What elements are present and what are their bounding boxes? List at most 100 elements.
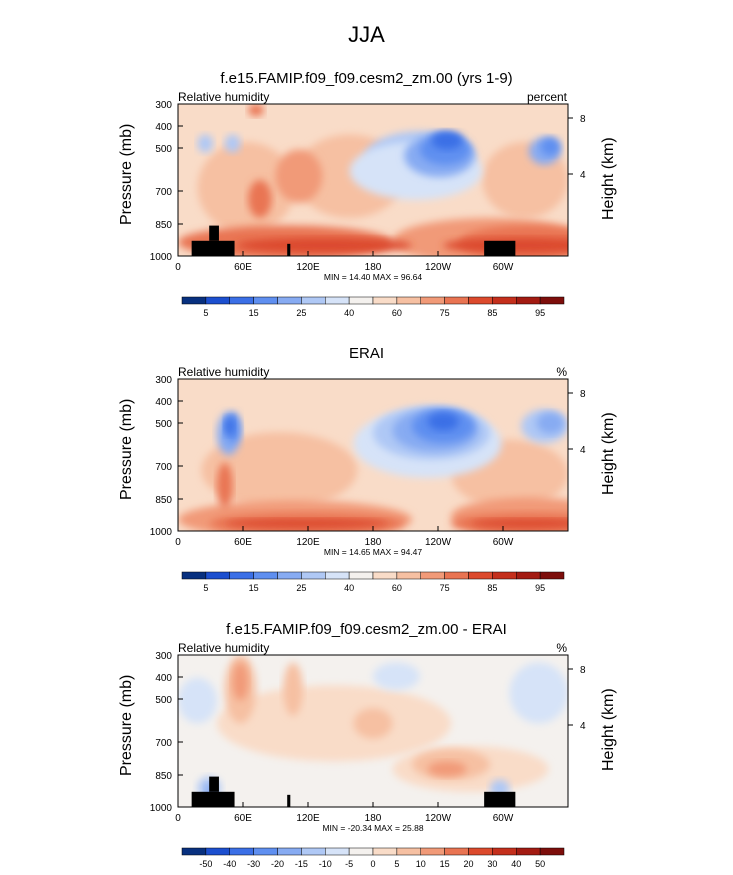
x-tick-label: 120W	[425, 262, 452, 273]
x-tick-label: 60W	[493, 813, 514, 824]
colorbar-label: 25	[296, 308, 306, 318]
colorbar-label: -30	[247, 859, 260, 869]
colorbar-swatch	[181, 571, 207, 580]
variable-label: Relative humidity	[178, 90, 270, 104]
variable-label: Relative humidity	[178, 641, 270, 655]
colorbar-label: 15	[440, 859, 450, 869]
contour-region	[283, 662, 303, 716]
x-tick-label: 60E	[234, 813, 252, 824]
colorbar-swatch	[205, 296, 230, 305]
colorbar-label: -50	[199, 859, 212, 869]
colorbar-swatch	[301, 296, 326, 305]
colorbar-swatch	[539, 571, 565, 580]
orography-mask	[209, 776, 219, 792]
colorbar-label: 95	[535, 583, 545, 593]
colorbar-swatch	[516, 571, 541, 580]
colorbar-swatch	[396, 571, 421, 580]
contour-region	[353, 708, 393, 739]
x-tick-label: 60E	[234, 262, 252, 273]
chart-title: ERAI	[348, 345, 384, 362]
y-tick-label: 700	[155, 738, 172, 749]
y-tick-label: 1000	[150, 803, 173, 814]
orography-mask	[484, 791, 516, 807]
min-max-label: MIN = -20.34 MAX = 25.88	[322, 823, 423, 833]
colorbar-swatch	[492, 296, 517, 305]
orography-mask	[191, 240, 235, 256]
y-tick-label: 1000	[150, 527, 173, 538]
colorbar-swatch	[420, 296, 445, 305]
colorbar-label: 60	[392, 583, 402, 593]
y-right-tick-label: 8	[580, 389, 586, 400]
contour-region	[236, 237, 412, 253]
colorbar-swatch	[277, 296, 302, 305]
colorbar-label: 85	[487, 308, 497, 318]
colorbar-swatch	[253, 847, 278, 856]
colorbar-swatch	[372, 296, 398, 305]
colorbar-swatch	[420, 847, 445, 856]
colorbar-label: -40	[223, 859, 236, 869]
y-tick-label: 850	[155, 495, 172, 506]
colorbar-label: 40	[344, 583, 354, 593]
colorbar-label: 50	[535, 859, 545, 869]
x-tick-label: 60W	[493, 537, 514, 548]
colorbar-swatch	[396, 296, 421, 305]
colorbar-swatch	[277, 847, 302, 856]
colorbar-label: -10	[319, 859, 332, 869]
contour-region	[470, 518, 568, 528]
colorbar-swatch	[229, 296, 254, 305]
contour-region	[373, 662, 420, 690]
x-tick-label: 120W	[425, 813, 452, 824]
colorbar-swatch	[229, 571, 254, 580]
y-right-tick-label: 8	[580, 114, 586, 125]
contour-region	[540, 137, 561, 156]
y-tick-label: 300	[155, 375, 172, 386]
x-tick-label: 60W	[493, 262, 514, 273]
contour-region	[224, 417, 235, 436]
y-right-tick-label: 8	[580, 665, 586, 676]
contour-region	[427, 412, 459, 431]
chart-title: f.e15.FAMIP.f09_f09.cesm2_zm.00 - ERAI	[226, 621, 507, 638]
colorbar-swatch	[325, 571, 350, 580]
y-tick-label: 850	[155, 771, 172, 782]
colorbar-label: 15	[249, 583, 259, 593]
chart-title: f.e15.FAMIP.f09_f09.cesm2_zm.00 (yrs 1-9…	[220, 70, 513, 87]
x-tick-label: 120E	[296, 813, 320, 824]
contour-region	[427, 761, 467, 777]
colorbar-swatch	[348, 296, 374, 305]
y-right-tick-label: 4	[580, 170, 586, 181]
y-right-tick-label: 4	[580, 445, 586, 456]
contour-region	[224, 518, 389, 528]
orography-mask	[484, 240, 516, 256]
colorbar-swatch	[253, 571, 278, 580]
colorbar-label: 0	[370, 859, 375, 869]
y-tick-label: 850	[155, 220, 172, 231]
colorbar-swatch	[205, 571, 230, 580]
x-tick-label: 180	[365, 813, 382, 824]
colorbar-swatch	[396, 847, 421, 856]
colorbar-swatch	[301, 847, 326, 856]
colorbar-swatch	[348, 571, 374, 580]
colorbar-swatch	[444, 847, 469, 856]
y-tick-label: 400	[155, 673, 172, 684]
colorbar-swatch	[181, 847, 207, 856]
colorbar-swatch	[229, 847, 254, 856]
colorbar-swatch	[372, 847, 398, 856]
colorbar-swatch	[444, 571, 469, 580]
colorbar-label: 10	[416, 859, 426, 869]
colorbar-swatch	[301, 571, 326, 580]
y-tick-label: 400	[155, 397, 172, 408]
colorbar-swatch	[348, 847, 374, 856]
x-tick-label: 0	[175, 813, 181, 824]
min-max-label: MIN = 14.40 MAX = 96.64	[324, 272, 423, 282]
contour-region	[248, 104, 264, 117]
orography-mask	[191, 791, 235, 807]
colorbar-swatch	[181, 296, 207, 305]
colorbar-swatch	[468, 847, 493, 856]
colorbar-swatch	[516, 847, 541, 856]
contour-region	[431, 131, 463, 150]
colorbar-label: 40	[344, 308, 354, 318]
y-tick-label: 500	[155, 695, 172, 706]
colorbar-label: 85	[487, 583, 497, 593]
